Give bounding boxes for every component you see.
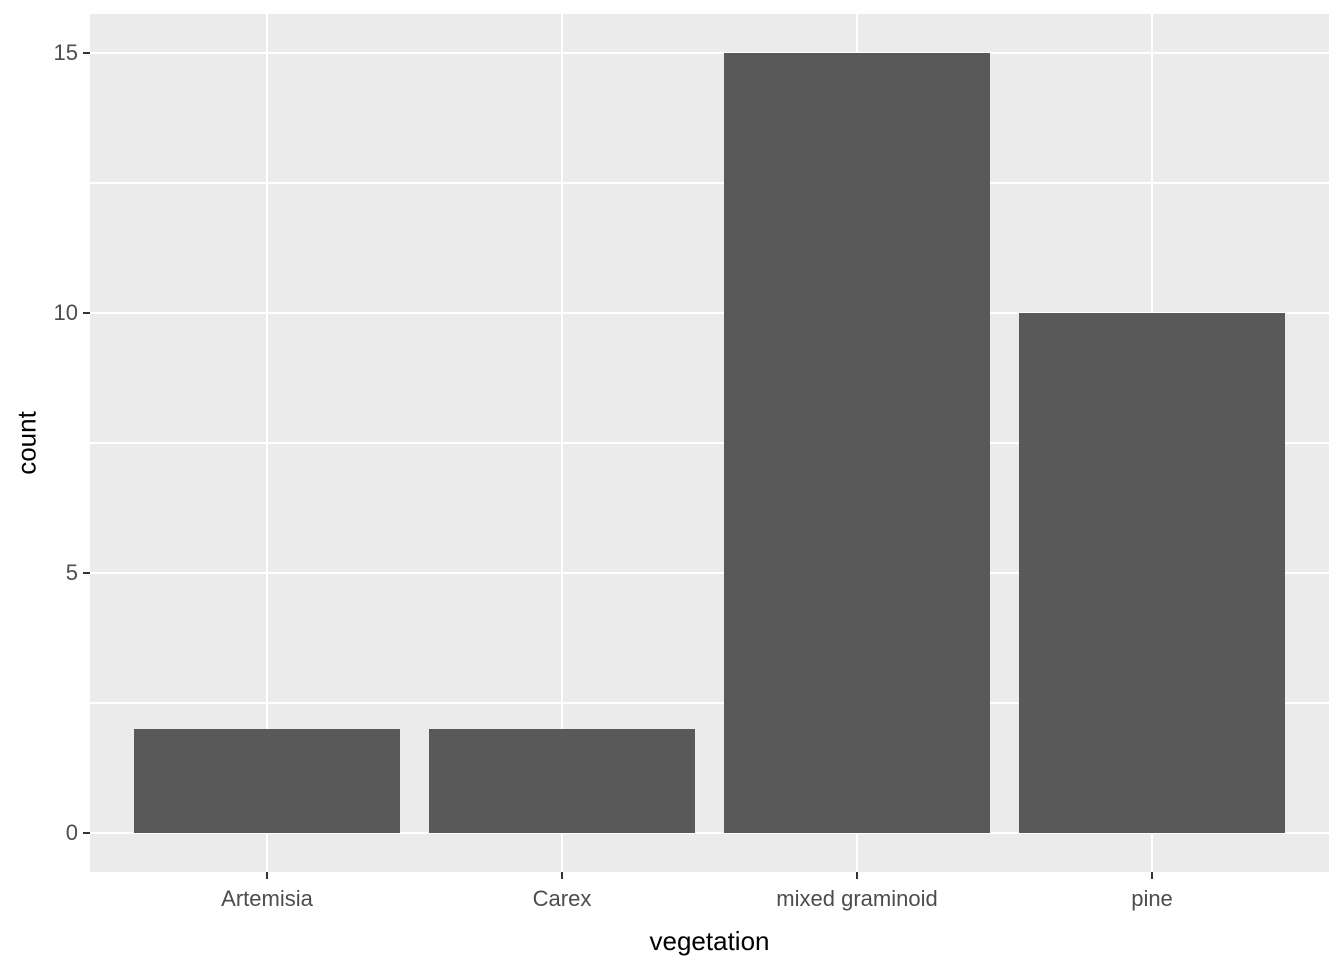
- plot-panel: [90, 14, 1329, 872]
- y-axis-title: count: [11, 411, 42, 475]
- x-axis-tick-mark: [266, 872, 268, 879]
- gridline-major-vertical: [265, 14, 269, 872]
- gridline-major-horizontal: [90, 831, 1329, 835]
- y-axis-tick-label: 10: [53, 300, 78, 325]
- x-axis-title: vegetation: [649, 926, 770, 956]
- gridline-minor-horizontal: [90, 442, 1329, 444]
- x-axis-tick-mark: [1151, 872, 1153, 879]
- y-axis-tick-label: 5: [65, 560, 78, 585]
- bar: [1019, 313, 1285, 833]
- x-axis-tick-mark: [561, 872, 563, 879]
- x-axis-tick-label: Carex: [532, 886, 592, 911]
- x-axis-tick-label: mixed graminoid: [776, 886, 938, 911]
- bar: [134, 729, 400, 833]
- y-axis-tick-label: 0: [65, 820, 78, 845]
- y-axis-tick-mark: [83, 832, 90, 834]
- y-axis-tick-mark: [83, 572, 90, 574]
- x-axis-tick-label: Artemisia: [221, 886, 313, 911]
- gridline-major-vertical: [560, 14, 564, 872]
- x-axis-tick-label: pine: [1131, 886, 1173, 911]
- y-axis-tick-mark: [83, 52, 90, 54]
- x-axis-tick-mark: [856, 872, 858, 879]
- bar: [429, 729, 695, 833]
- gridline-major-horizontal: [90, 51, 1329, 55]
- y-axis-tick-mark: [83, 312, 90, 314]
- y-axis-tick-label: 15: [53, 40, 78, 65]
- gridline-major-horizontal: [90, 311, 1329, 315]
- gridline-minor-horizontal: [90, 182, 1329, 184]
- bar: [724, 53, 990, 833]
- gridline-minor-horizontal: [90, 702, 1329, 704]
- gridline-major-horizontal: [90, 571, 1329, 575]
